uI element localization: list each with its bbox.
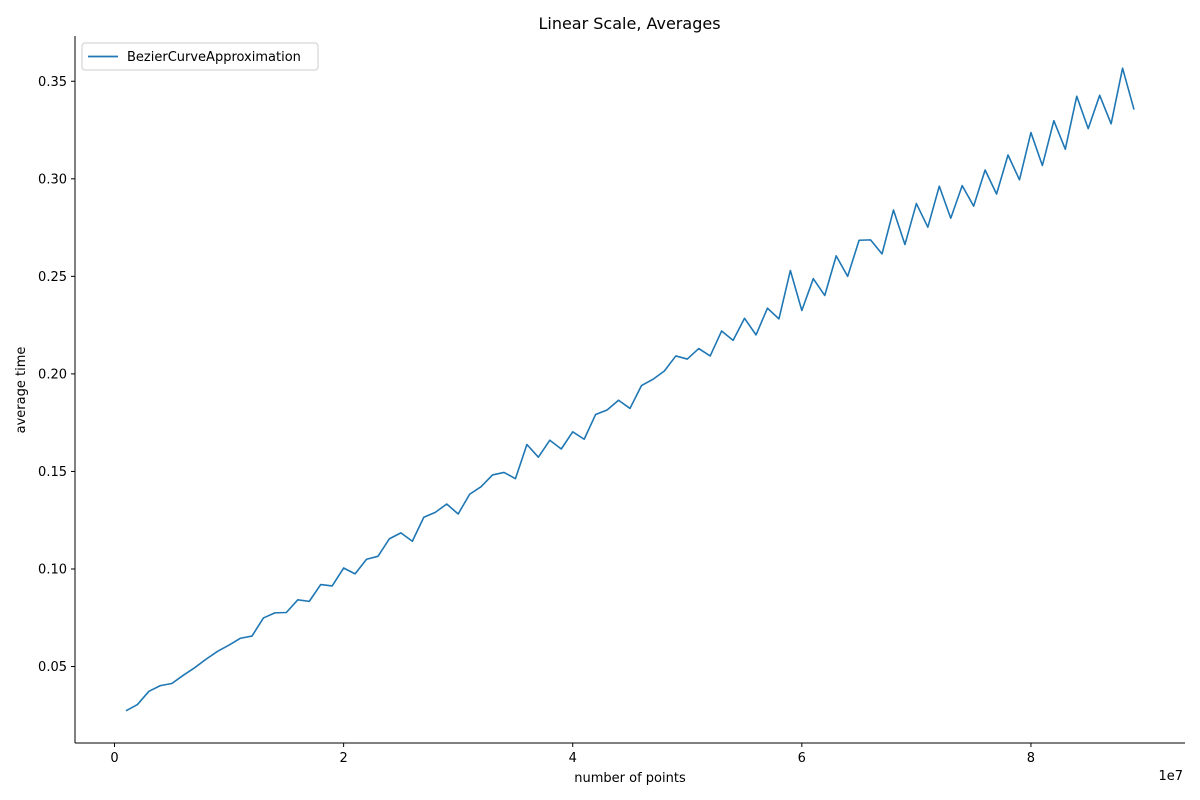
x-tick-label: 6 [798, 751, 806, 766]
y-tick-label: 0.25 [38, 270, 67, 285]
y-tick-label: 0.35 [38, 75, 67, 90]
y-ticks: 0.05 0.10 0.15 0.20 0.25 0.30 0.35 [38, 75, 75, 675]
series-line-bezier [125, 67, 1135, 712]
x-tick-label: 2 [339, 751, 347, 766]
legend-label: BezierCurveApproximation [127, 50, 301, 65]
y-tick-label: 0.10 [38, 562, 67, 577]
x-tick-label: 0 [110, 751, 118, 766]
x-axis-title: number of points [574, 771, 686, 786]
x-ticks: 0 2 4 6 8 [110, 743, 1035, 766]
y-tick-label: 0.05 [38, 660, 67, 675]
y-tick-label: 0.30 [38, 172, 67, 187]
plot-area: 0 2 4 6 8 0.05 0.10 0.15 0.20 0.25 0.30 0.35 [38, 36, 1185, 766]
y-axis-title: average time [14, 347, 29, 434]
x-tick-label: 4 [569, 751, 577, 766]
y-tick-label: 0.20 [38, 367, 67, 382]
legend-box [81, 42, 319, 71]
y-tick-label: 0.15 [38, 465, 67, 480]
x-tick-label: 8 [1027, 751, 1035, 766]
x-axis-offset-label: 1e7 [1158, 769, 1183, 784]
legend: BezierCurveApproximation [81, 42, 319, 71]
chart-title: Linear Scale, Averages [538, 14, 720, 33]
